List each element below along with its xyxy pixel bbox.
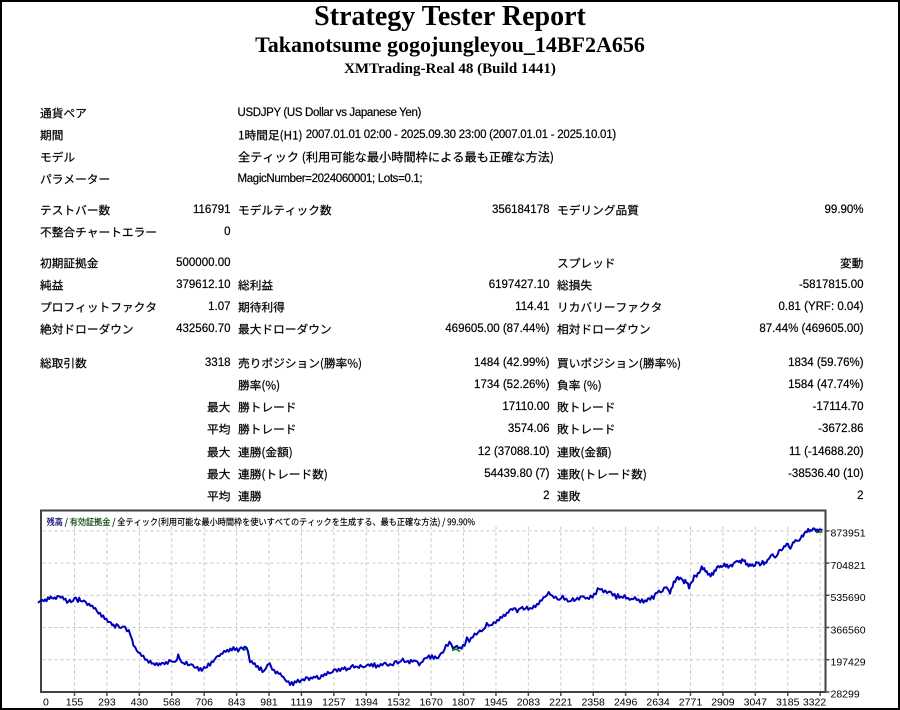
- svg-text:1119: 1119: [291, 697, 313, 709]
- svg-text:1257: 1257: [322, 697, 346, 709]
- svg-text:155: 155: [66, 697, 84, 709]
- svg-text:2909: 2909: [711, 697, 735, 709]
- svg-text:366560: 366560: [831, 624, 866, 636]
- svg-text:197429: 197429: [831, 657, 866, 669]
- svg-text:2221: 2221: [549, 697, 573, 709]
- svg-text:2771: 2771: [679, 697, 703, 709]
- svg-text:2634: 2634: [646, 697, 670, 709]
- svg-text:706: 706: [195, 697, 213, 709]
- svg-text:28299: 28299: [831, 689, 860, 701]
- svg-text:3322: 3322: [803, 697, 827, 709]
- svg-text:704821: 704821: [831, 560, 866, 572]
- svg-text:1807: 1807: [452, 697, 476, 709]
- svg-text:430: 430: [131, 697, 149, 709]
- svg-text:873951: 873951: [831, 528, 866, 540]
- svg-text:568: 568: [163, 697, 181, 709]
- svg-text:2496: 2496: [614, 697, 638, 709]
- svg-text:3047: 3047: [744, 697, 768, 709]
- svg-text:1670: 1670: [419, 697, 443, 709]
- svg-text:0: 0: [43, 697, 49, 709]
- svg-text:2083: 2083: [517, 697, 541, 709]
- svg-text:3185: 3185: [776, 697, 800, 709]
- svg-text:2358: 2358: [582, 697, 606, 709]
- svg-text:843: 843: [228, 697, 246, 709]
- svg-text:293: 293: [98, 697, 116, 709]
- svg-text:1945: 1945: [484, 697, 508, 709]
- svg-text:981: 981: [260, 697, 278, 709]
- svg-text:535690: 535690: [831, 592, 866, 604]
- svg-text:1394: 1394: [355, 697, 379, 709]
- svg-text:1532: 1532: [387, 697, 411, 709]
